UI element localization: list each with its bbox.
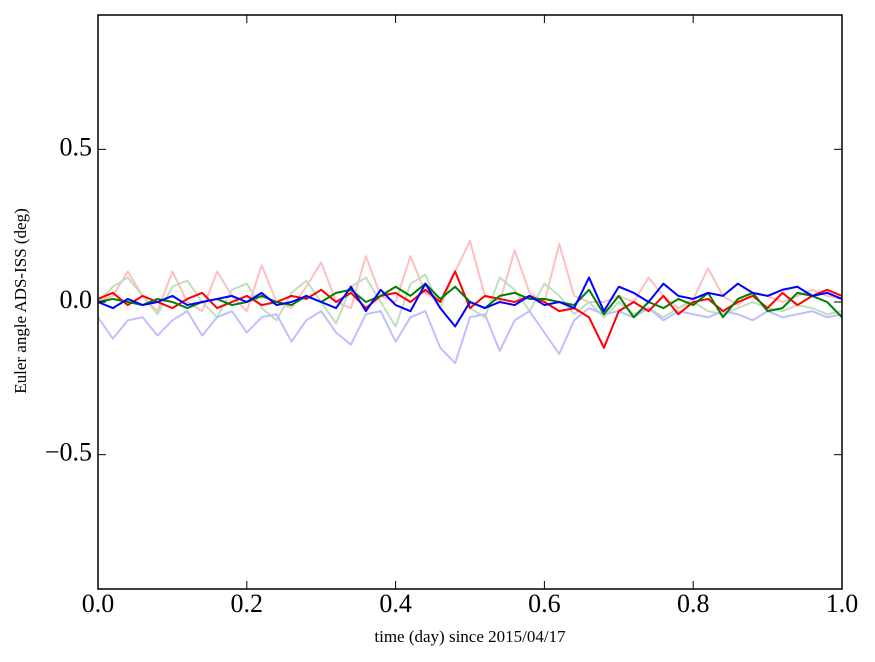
series-line [97,307,843,365]
x-tick-label: 0.8 [677,589,710,618]
x-tick-label: 0.0 [82,589,115,618]
y-tick-label: 0.5 [60,132,93,161]
x-tick-label: 0.6 [528,589,561,618]
y-axis-label: Euler angle ADS-ISS (deg) [11,208,30,394]
x-tick-label: 0.2 [231,589,264,618]
x-tick-label: 1.0 [826,589,859,618]
x-tick-label: 0.4 [379,589,412,618]
y-tick-label: −0.5 [45,438,92,467]
y-tick-label: 0.0 [60,285,93,314]
series-line [97,239,843,313]
x-axis-label: time (day) since 2015/04/17 [374,627,566,646]
series-line [97,270,843,349]
series-line [97,276,843,328]
